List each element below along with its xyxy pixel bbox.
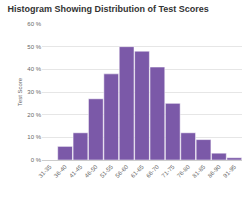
svg-text:Histogram Showing Distribution: Histogram Showing Distribution of Test S…: [8, 4, 209, 14]
svg-text:81-85: 81-85: [191, 163, 207, 179]
svg-text:66-70: 66-70: [145, 163, 161, 179]
svg-text:51-55: 51-55: [99, 163, 115, 179]
svg-text:46-50: 46-50: [84, 163, 100, 179]
svg-text:86-90: 86-90: [207, 163, 223, 179]
svg-text:60 %: 60 %: [27, 21, 41, 27]
svg-text:91-95: 91-95: [222, 163, 238, 179]
svg-text:40 %: 40 %: [27, 66, 41, 72]
svg-text:50 %: 50 %: [27, 44, 41, 50]
svg-text:76-80: 76-80: [176, 163, 192, 179]
svg-text:31-35: 31-35: [37, 163, 53, 179]
svg-text:36-40: 36-40: [53, 163, 69, 179]
svg-text:41-45: 41-45: [68, 163, 84, 179]
svg-text:20 %: 20 %: [27, 112, 41, 118]
svg-text:10 %: 10 %: [27, 134, 41, 140]
svg-text:71-75: 71-75: [160, 163, 176, 179]
svg-text:61-65: 61-65: [130, 163, 146, 179]
svg-text:56-60: 56-60: [114, 163, 130, 179]
svg-text:0 %: 0 %: [31, 157, 42, 163]
svg-text:30 %: 30 %: [27, 89, 41, 95]
svg-text:Test Score: Test Score: [17, 77, 23, 106]
